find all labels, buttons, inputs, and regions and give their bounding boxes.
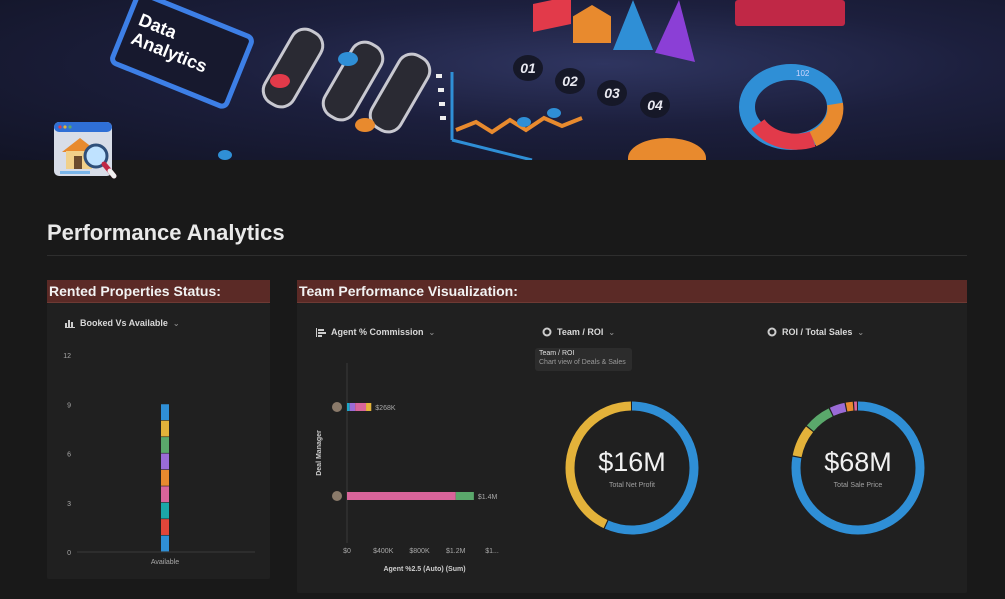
donut-slice xyxy=(791,401,925,535)
bar-segment xyxy=(161,420,169,437)
svg-text:102: 102 xyxy=(796,69,810,78)
house-search-icon xyxy=(54,122,117,179)
chevron-down-icon: ⌄ xyxy=(608,327,616,337)
y-tick-label: 6 xyxy=(67,452,71,459)
chevron-down-icon: ⌄ xyxy=(428,327,436,337)
roi-total-sales-tab[interactable]: ROI / Total Sales ⌄ xyxy=(767,327,864,337)
team-roi-tooltip: Team / ROI Chart view of Deals & Sales xyxy=(535,348,632,371)
bar-value-label: $1.4M xyxy=(478,494,498,501)
donut-slice xyxy=(565,401,699,535)
cover-banner: Data Analytics 01 02 03 04 102 xyxy=(0,0,1005,160)
purple-pyramid xyxy=(655,0,695,62)
y-tick-label: 0 xyxy=(67,550,71,557)
bar-segment xyxy=(161,519,169,535)
booked-vs-available-tab[interactable]: Booked Vs Available ⌄ xyxy=(65,318,180,328)
roi-total-sales-subtitle: Total Sale Price xyxy=(833,482,883,489)
rented-properties-panel: Booked Vs Available ⌄ 0 3 6 9 12 Available xyxy=(47,303,270,579)
avatar-icon xyxy=(332,491,342,501)
donut-slice xyxy=(565,401,699,535)
booked-vs-available-label: Booked Vs Available xyxy=(80,318,168,328)
bar-segment xyxy=(347,492,456,500)
avatar-icon xyxy=(332,402,342,412)
team-roi-value: $16M xyxy=(598,447,666,477)
blue-bead xyxy=(218,150,232,160)
bar-value-label: $268K xyxy=(375,405,396,412)
slider-pill-1 xyxy=(255,21,331,115)
bar-segment xyxy=(161,535,169,552)
step-03: 03 xyxy=(597,80,627,106)
bar-segment xyxy=(355,403,367,411)
bar-segment xyxy=(455,492,474,500)
red-card xyxy=(735,0,845,26)
horizontal-bar-icon xyxy=(316,327,326,337)
bar-segment xyxy=(347,403,350,411)
slider-knob-red xyxy=(270,74,290,88)
bar-chart-icon xyxy=(65,319,75,328)
chevron-down-icon: ⌄ xyxy=(857,327,865,337)
blue-pyramid xyxy=(613,0,653,50)
y-tick-label: 3 xyxy=(67,501,71,508)
orange-pentagon xyxy=(573,5,611,43)
team-roi-label: Team / ROI xyxy=(557,327,604,337)
bar-segment xyxy=(349,403,356,411)
agent-commission-label: Agent % Commission xyxy=(331,327,424,337)
y-tick-label: 12 xyxy=(63,353,71,360)
roi-total-sales-donut xyxy=(791,401,925,535)
x-category-label: Available xyxy=(151,559,179,566)
agent-commission-tab[interactable]: Agent % Commission ⌄ xyxy=(316,327,435,337)
team-roi-donut xyxy=(565,401,699,535)
y-tick-label: 9 xyxy=(67,402,71,409)
bar-segment xyxy=(161,486,169,503)
step-04: 04 xyxy=(640,92,670,118)
agent-commission-chart: Deal Manager $0 $400K $800K $1.2M $1... Agent … xyxy=(316,363,499,573)
data-analytics-sign-text: Data Analytics xyxy=(128,9,211,77)
donut-icon xyxy=(542,327,552,337)
x-tick-label: $400K xyxy=(373,548,394,555)
red-block xyxy=(533,0,571,33)
team-roi-tab[interactable]: Team / ROI ⌄ xyxy=(542,327,615,337)
title-divider xyxy=(47,255,967,256)
x-tick-label: $1.2M xyxy=(446,548,466,555)
bar-segment xyxy=(161,437,169,453)
x-tick-label: $0 xyxy=(343,548,351,555)
bar-segment xyxy=(161,453,169,470)
slider-knob-orange xyxy=(355,118,375,132)
x-tick-label: $800K xyxy=(409,548,430,555)
y-axis-title: Deal Manager xyxy=(316,430,323,476)
bar-segment xyxy=(366,403,372,411)
donut-icon xyxy=(767,327,777,337)
banner-ring: 102 xyxy=(739,64,844,150)
orange-dome xyxy=(628,138,706,160)
roi-total-sales-value: $68M xyxy=(824,447,892,477)
bar-segment xyxy=(161,404,169,421)
page-title: Performance Analytics xyxy=(47,220,285,245)
bar-segment xyxy=(161,502,169,519)
team-performance-panel: Agent % Commission ⌄ Team / ROI ⌄ ROI / … xyxy=(297,303,967,593)
chevron-down-icon: ⌄ xyxy=(172,318,180,328)
booked-vs-available-chart: 0 3 6 9 12 Available xyxy=(63,353,255,566)
step-01: 01 xyxy=(513,55,543,81)
slider-knob-blue xyxy=(338,52,358,66)
team-roi-subtitle: Total Net Profit xyxy=(609,482,655,489)
x-axis-title: Agent %2.5 (Auto) (Sum) xyxy=(383,566,465,573)
bar-segment xyxy=(161,469,169,486)
team-performance-header: Team Performance Visualization: xyxy=(297,280,967,303)
banner-line-chart xyxy=(436,72,583,160)
roi-total-sales-label: ROI / Total Sales xyxy=(782,327,853,337)
data-analytics-sign: Data Analytics xyxy=(107,0,257,112)
tooltip-title: Team / ROI xyxy=(539,350,575,357)
x-tick-label: $1... xyxy=(485,548,499,555)
step-02: 02 xyxy=(555,68,585,94)
tooltip-description: Chart view of Deals & Sales xyxy=(539,359,626,366)
rented-properties-header: Rented Properties Status: xyxy=(47,280,270,303)
